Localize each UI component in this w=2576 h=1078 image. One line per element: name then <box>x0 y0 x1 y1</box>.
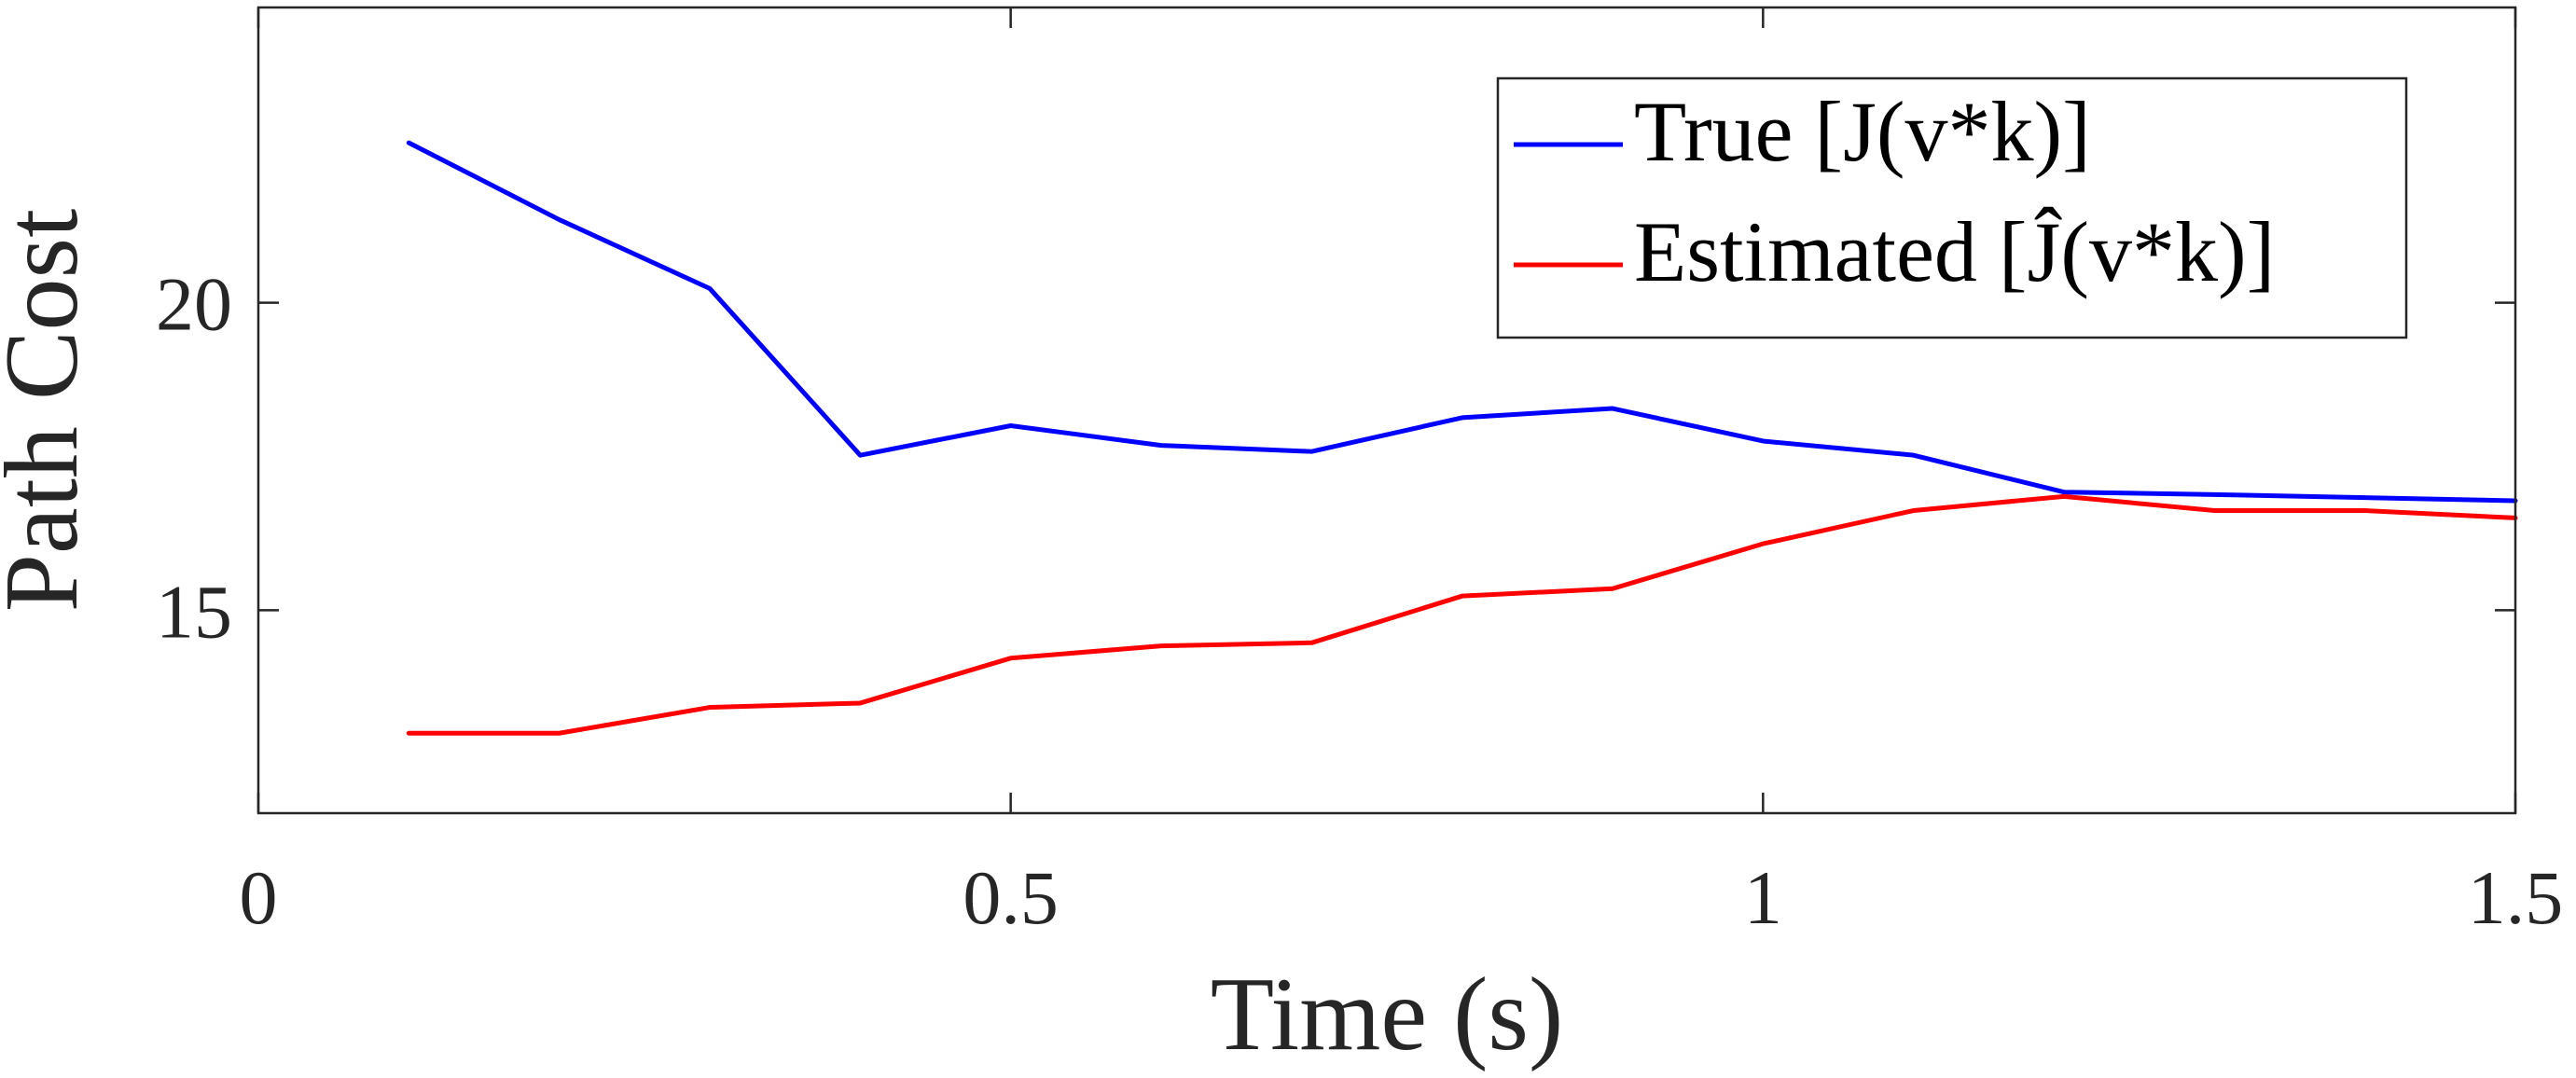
series-line-estimated <box>406 493 2518 736</box>
x-tick-label: 0.5 <box>963 855 1059 940</box>
legend-label-true: True [J(v*k)] <box>1634 84 2091 179</box>
x-tick-label: 1.5 <box>2468 855 2564 940</box>
legend-box <box>1496 76 2408 339</box>
tick-layer: 0 0.5 1 1.5 15 20 <box>156 7 2563 940</box>
y-axis-label: Path Cost <box>0 209 100 613</box>
plot-frame <box>256 6 2517 815</box>
legend-label-estimated: Estimated [Ĵ(v*k)] <box>1634 204 2275 299</box>
y-tick-label: 15 <box>156 569 232 654</box>
x-tick-label: 0 <box>240 855 278 940</box>
x-axis-label: Time (s) <box>1211 957 1564 1072</box>
legend: True [J(v*k)] Estimated [Ĵ(v*k)] <box>1496 76 2408 339</box>
series-line-true <box>406 140 2518 504</box>
series-layer <box>406 140 2518 736</box>
y-tick-label: 20 <box>156 262 232 347</box>
x-tick-label: 1 <box>1744 855 1782 940</box>
